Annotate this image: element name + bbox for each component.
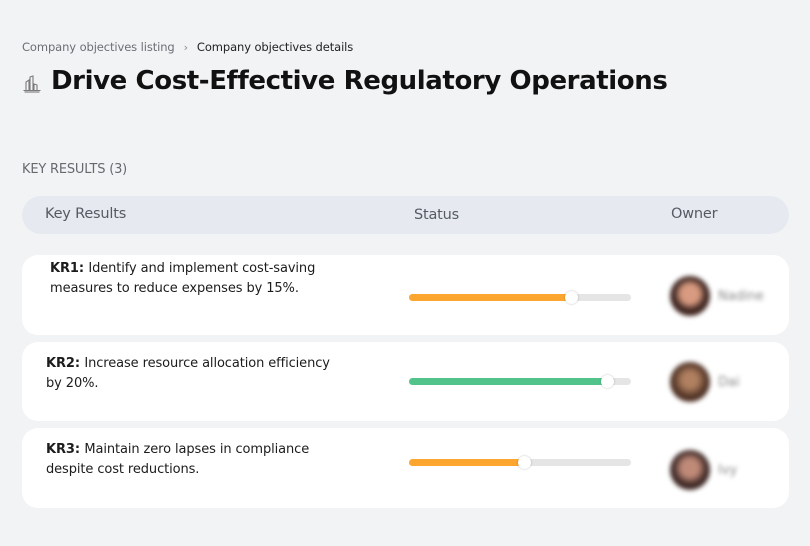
progress-fill [409, 459, 525, 466]
owner[interactable]: Nadine [670, 276, 764, 316]
key-results-count-label: KEY RESULTS (3) [22, 162, 128, 177]
avatar [670, 450, 710, 490]
key-result-description: Increase resource allocation efficiency … [46, 356, 330, 391]
buildings-icon [23, 75, 41, 93]
breadcrumb: Company objectives listing › Company obj… [22, 40, 353, 54]
key-result-id: KR3: [46, 442, 85, 457]
progress-bar[interactable] [409, 291, 631, 304]
owner-name: Dai [718, 374, 740, 390]
owner[interactable]: Ivy [670, 450, 737, 490]
progress-handle[interactable] [600, 375, 614, 388]
column-header-status: Status [414, 207, 460, 223]
key-result-description: Identify and implement cost-saving measu… [50, 261, 316, 296]
key-result-text: KR2: Increase resource allocation effici… [46, 354, 346, 394]
avatar [670, 362, 710, 402]
progress-fill [409, 294, 572, 301]
table-header: Key Results Status Owner [22, 196, 789, 234]
owner[interactable]: Dai [670, 362, 740, 402]
owner-name: Nadine [718, 288, 764, 304]
key-result-text: KR1: Identify and implement cost-saving … [50, 259, 350, 299]
table-row[interactable]: KR3: Maintain zero lapses in compliance … [22, 428, 789, 508]
chevron-right-icon: › [183, 40, 188, 54]
avatar [670, 276, 710, 316]
column-header-key-results: Key Results [45, 206, 127, 222]
table-row[interactable]: KR2: Increase resource allocation effici… [22, 342, 789, 421]
breadcrumb-current: Company objectives details [196, 40, 354, 54]
key-result-id: KR2: [46, 356, 85, 371]
column-header-owner: Owner [671, 206, 718, 222]
key-result-text: KR3: Maintain zero lapses in compliance … [46, 440, 346, 480]
key-result-description: Maintain zero lapses in compliance despi… [46, 442, 310, 477]
page-title: Drive Cost-Effective Regulatory Operatio… [51, 66, 668, 96]
progress-bar[interactable] [409, 456, 631, 469]
owner-name: Ivy [718, 462, 738, 478]
progress-fill [409, 378, 607, 385]
title-row: Drive Cost-Effective Regulatory Operatio… [22, 66, 668, 96]
progress-bar[interactable] [409, 375, 631, 388]
progress-handle[interactable] [565, 291, 579, 304]
table-row[interactable]: KR1: Identify and implement cost-saving … [22, 255, 789, 335]
breadcrumb-link-listing[interactable]: Company objectives listing [22, 40, 175, 54]
progress-handle[interactable] [518, 456, 532, 469]
key-result-id: KR1: [50, 261, 89, 276]
